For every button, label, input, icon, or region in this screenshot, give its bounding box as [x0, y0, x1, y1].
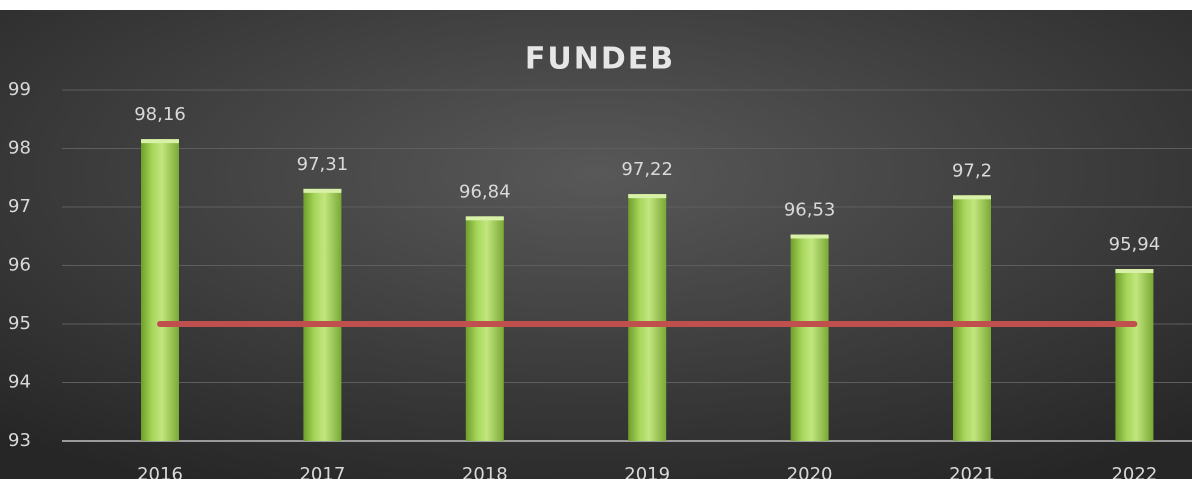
- x-tick-label: 2019: [624, 464, 670, 479]
- chart-background: [0, 10, 1192, 479]
- bar-cap: [790, 234, 829, 239]
- data-label: 97,31: [297, 154, 349, 175]
- y-tick-label: 94: [8, 372, 31, 393]
- bar-cap: [953, 195, 991, 200]
- x-tick-label: 2020: [787, 464, 833, 479]
- data-label: 98,16: [134, 104, 186, 125]
- bar: [465, 216, 504, 441]
- x-tick-label: 2021: [949, 464, 995, 479]
- y-tick-label: 98: [8, 138, 31, 159]
- bar-cap: [465, 216, 504, 221]
- data-label: 97,22: [621, 159, 673, 180]
- chart-title: FUNDEB: [525, 42, 675, 77]
- y-tick-label: 96: [8, 255, 31, 276]
- y-tick-label: 93: [8, 430, 31, 451]
- bar-cap: [303, 188, 342, 193]
- bar-cap: [628, 194, 667, 199]
- bar-cap: [141, 139, 179, 144]
- bar: [141, 139, 179, 441]
- bar: [303, 188, 342, 441]
- x-tick-label: 2016: [137, 464, 183, 479]
- bar: [953, 195, 991, 441]
- bar: [790, 234, 829, 441]
- x-tick-label: 2017: [299, 464, 345, 479]
- y-tick-label: 99: [8, 79, 31, 100]
- data-label: 96,53: [784, 199, 836, 220]
- y-tick-label: 95: [8, 313, 31, 334]
- x-tick-label: 2022: [1111, 464, 1157, 479]
- bar-cap: [1115, 269, 1154, 274]
- x-tick-label: 2018: [462, 464, 508, 479]
- data-label: 96,84: [459, 181, 511, 202]
- data-label: 95,94: [1109, 234, 1161, 255]
- y-tick-label: 97: [8, 196, 31, 217]
- data-label: 97,2: [952, 160, 992, 181]
- bar: [1115, 269, 1154, 441]
- bar: [628, 194, 667, 441]
